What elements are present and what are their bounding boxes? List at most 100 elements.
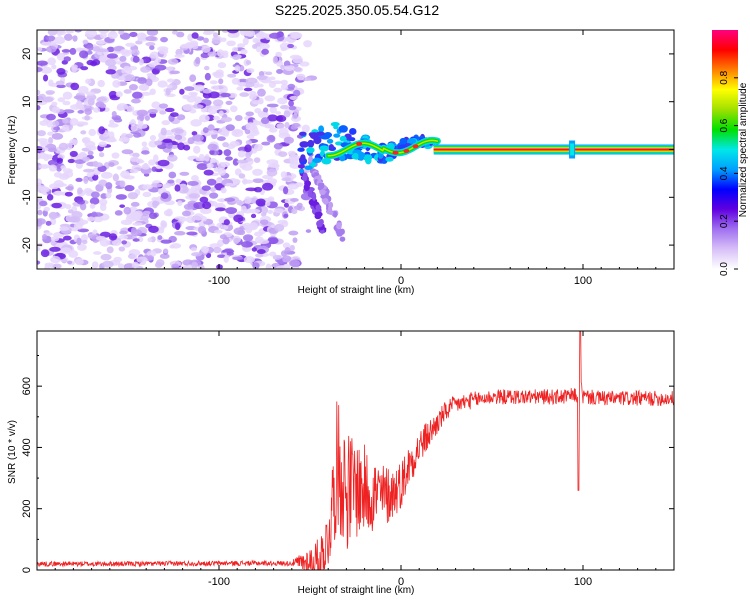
- noise-blob: [267, 209, 274, 215]
- noise-blob: [47, 159, 59, 166]
- noise-blob: [62, 91, 73, 100]
- noise-blob: [223, 255, 229, 263]
- noise-blob: [69, 139, 78, 146]
- noise-blob: [256, 83, 264, 88]
- noise-blob: [76, 121, 86, 126]
- noise-blob: [132, 222, 143, 226]
- noise-blob: [91, 261, 99, 269]
- noise-blob: [200, 52, 210, 59]
- noise-blob: [251, 247, 257, 252]
- noise-blob: [209, 187, 217, 192]
- noise-blob: [83, 176, 89, 184]
- noise-blob: [253, 143, 263, 152]
- noise-blob: [271, 80, 283, 85]
- noise-blob: [57, 97, 66, 103]
- streak-blob: [327, 206, 333, 213]
- noise-blob: [245, 30, 256, 37]
- noise-blob: [227, 73, 237, 78]
- noise-blob: [116, 166, 123, 170]
- noise-blob: [166, 84, 173, 89]
- noise-blob: [193, 145, 201, 154]
- noise-blob: [51, 64, 57, 70]
- noise-blob: [201, 45, 211, 53]
- noise-blob: [276, 123, 285, 129]
- noise-blob: [50, 236, 60, 242]
- noise-blob: [218, 110, 224, 117]
- transition-blob: [407, 138, 417, 144]
- spectrogram-ytick-label: -10: [21, 189, 33, 205]
- noise-blob: [289, 95, 298, 101]
- noise-blob: [204, 153, 210, 162]
- noise-blob: [226, 40, 236, 47]
- noise-blob: [196, 163, 208, 171]
- noise-blob: [119, 204, 126, 208]
- noise-blob: [73, 95, 86, 100]
- noise-blob: [90, 191, 100, 199]
- noise-blob: [187, 180, 199, 186]
- streak-blob: [311, 193, 317, 201]
- noise-blob: [206, 162, 214, 169]
- noise-blob: [244, 144, 252, 153]
- noise-blob: [49, 183, 60, 190]
- noise-blob: [204, 72, 211, 81]
- noise-blob: [276, 115, 284, 122]
- noise-blob: [267, 124, 275, 129]
- noise-blob: [198, 264, 205, 269]
- noise-blob: [200, 246, 210, 253]
- noise-blob: [206, 178, 217, 186]
- noise-blob: [236, 86, 244, 91]
- noise-blob: [182, 104, 194, 111]
- noise-blob: [170, 112, 179, 117]
- noise-blob: [160, 127, 167, 136]
- noise-blob: [243, 87, 253, 92]
- snr-series-line: [37, 331, 674, 570]
- noise-blob: [213, 115, 221, 121]
- noise-blob: [170, 128, 183, 133]
- noise-blob: [225, 207, 238, 214]
- transition-blob: [349, 127, 357, 135]
- noise-blob: [130, 119, 137, 127]
- noise-blob: [99, 103, 107, 109]
- noise-blob: [245, 77, 258, 84]
- noise-blob: [146, 250, 157, 258]
- noise-blob: [249, 208, 261, 214]
- noise-blob: [79, 202, 87, 211]
- noise-blob: [37, 152, 42, 160]
- noise-blob: [136, 123, 148, 129]
- noise-blob: [222, 142, 229, 148]
- noise-blob: [185, 216, 196, 224]
- noise-blob: [112, 79, 121, 88]
- noise-blob: [301, 124, 310, 133]
- noise-blob: [183, 203, 194, 210]
- noise-blob: [67, 260, 73, 265]
- noise-blob: [43, 74, 49, 82]
- noise-blob: [169, 244, 176, 249]
- noise-blob: [81, 239, 88, 245]
- noise-blob: [244, 157, 254, 166]
- noise-blob: [108, 90, 118, 99]
- noise-blob: [100, 253, 112, 261]
- noise-blob: [176, 31, 185, 38]
- noise-blob: [196, 36, 205, 41]
- noise-blob: [45, 90, 56, 95]
- transition-blob: [323, 132, 333, 138]
- noise-blob: [129, 31, 138, 38]
- noise-blob: [218, 78, 224, 85]
- noise-blob: [232, 54, 240, 61]
- noise-blob: [288, 259, 300, 268]
- streak-blob: [317, 175, 322, 182]
- noise-blob: [234, 168, 242, 176]
- noise-blob: [209, 149, 215, 155]
- transition-core-inner: [327, 139, 439, 157]
- noise-blob: [269, 127, 278, 133]
- noise-blob: [54, 190, 62, 195]
- noise-blob: [200, 107, 208, 113]
- noise-blob: [287, 43, 295, 49]
- noise-blob: [281, 255, 292, 263]
- transition-blob: [318, 125, 325, 133]
- noise-blob: [188, 193, 201, 199]
- transition-hotspot: [356, 141, 363, 146]
- noise-blob: [63, 56, 72, 62]
- noise-blob: [283, 186, 289, 195]
- transition-hotspot: [392, 150, 399, 155]
